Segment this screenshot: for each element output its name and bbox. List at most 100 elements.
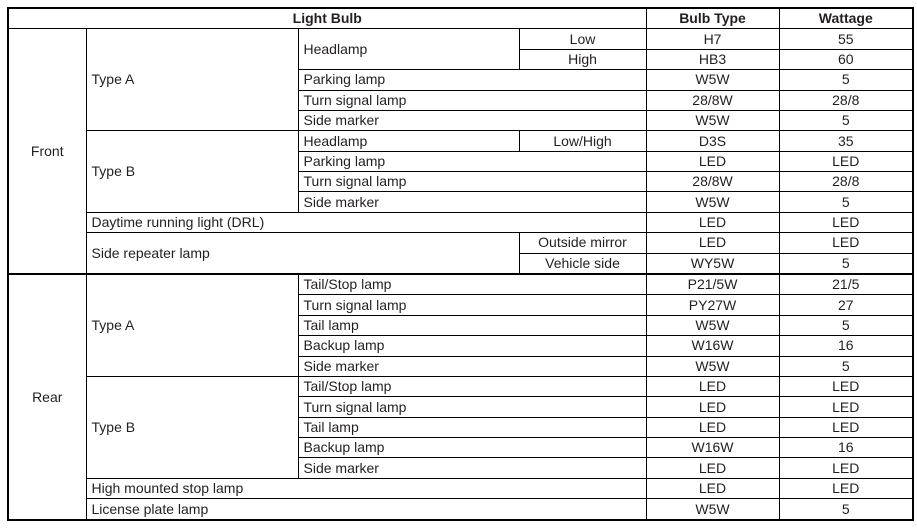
rear-type-b-cell: Type B	[85, 375, 299, 479]
bulb-type-cell: W5W	[645, 69, 780, 91]
header-wattage: Wattage	[778, 7, 914, 30]
wattage-cell: LED	[778, 457, 914, 479]
table-row: Side repeater lamp Outside mirror LED LE…	[8, 232, 914, 275]
lamp-name-cell: Side marker	[297, 191, 647, 213]
bulb-type-cell: W5W	[645, 109, 780, 132]
lamp-name-cell: Backup lamp	[297, 437, 647, 459]
bulb-type-cell: W5W	[645, 498, 780, 521]
bulb-type-cell: LED	[645, 477, 780, 500]
wattage-cell: 27	[778, 294, 914, 316]
bulb-type-cell: LED	[645, 396, 780, 418]
bulb-type-cell: WY5W	[645, 252, 780, 275]
lamp-name-cell: Side marker	[297, 457, 647, 479]
beam-cell: Low/High	[518, 130, 647, 152]
lamp-name-cell: Parking lamp	[297, 150, 647, 173]
wattage-cell: 28/8	[778, 89, 914, 111]
bulb-spec-table: Light Bulb Bulb Type Wattage Front Type …	[7, 7, 915, 521]
table-row: Parking lamp W5W 5	[8, 69, 914, 91]
lamp-name-cell: Turn signal lamp	[297, 171, 647, 193]
side-repeater-name-cell: Side repeater lamp	[85, 232, 520, 275]
table-row: High mounted stop lamp LED LED	[8, 477, 914, 500]
table-row: Parking lamp LED LED	[8, 150, 914, 173]
table-row: Turn signal lamp PY27W 27	[8, 294, 914, 316]
table-row: Side marker LED LED	[8, 457, 914, 479]
bulb-type-cell: LED	[645, 150, 780, 173]
bulb-type-cell: W5W	[645, 355, 780, 377]
table-header-row: Light Bulb Bulb Type Wattage	[7, 7, 914, 30]
bulb-type-cell: LED	[645, 375, 780, 398]
front-section-cell: Front	[7, 28, 87, 275]
bulb-type-cell: H7	[645, 28, 780, 50]
wattage-cell: LED	[778, 211, 914, 234]
rear-section-cell: Rear	[7, 273, 87, 521]
wattage-cell: 16	[778, 437, 914, 459]
front-type-b-headlamp-cell: Headlamp	[297, 130, 520, 152]
lamp-name-cell: Tail/Stop lamp	[297, 273, 647, 296]
bulb-type-cell: W16W	[645, 335, 780, 357]
table-row: Turn signal lamp 28/8W 28/8	[8, 89, 914, 111]
license-plate-name-cell: License plate lamp	[85, 498, 647, 521]
beam-cell: Low	[518, 28, 647, 50]
table-row: Side marker W5W 5	[8, 355, 914, 377]
lamp-name-cell: Tail/Stop lamp	[297, 375, 647, 398]
wattage-cell: 5	[778, 191, 914, 213]
wattage-cell: 21/5	[778, 273, 914, 296]
table-row: Side marker W5W 5	[8, 191, 914, 213]
wattage-cell: LED	[778, 477, 914, 500]
wattage-cell: LED	[778, 232, 914, 254]
wattage-cell: LED	[778, 375, 914, 398]
table-row: Side marker W5W 5	[8, 109, 914, 132]
position-cell: Outside mirror	[518, 232, 647, 254]
wattage-cell: 35	[778, 130, 914, 152]
wattage-cell: LED	[778, 150, 914, 173]
wattage-cell: 5	[778, 109, 914, 132]
bulb-type-cell: D3S	[645, 130, 780, 152]
table-row: Daytime running light (DRL) LED LED	[8, 211, 914, 234]
wattage-cell: 5	[778, 252, 914, 275]
bulb-type-cell: P21/5W	[645, 273, 780, 296]
lamp-name-cell: Backup lamp	[297, 335, 647, 357]
bulb-type-cell: W5W	[645, 314, 780, 337]
front-type-b-cell: Type B	[85, 130, 299, 213]
header-light-bulb: Light Bulb	[7, 7, 647, 30]
wattage-cell: 5	[778, 314, 914, 337]
wattage-cell: 60	[778, 48, 914, 71]
lamp-name-cell: Tail lamp	[297, 416, 647, 439]
table-row: Front Type A Headlamp Low H7 55	[7, 28, 914, 275]
table-row: Type B Tail/Stop lamp LED LED	[8, 375, 914, 479]
wattage-cell: 55	[778, 28, 914, 50]
wattage-cell: 28/8	[778, 171, 914, 193]
lamp-name-cell: Tail lamp	[297, 314, 647, 337]
bulb-type-cell: 28/8W	[645, 89, 780, 111]
drl-name-cell: Daytime running light (DRL)	[85, 211, 647, 234]
bulb-type-cell: W16W	[645, 437, 780, 459]
lamp-name-cell: Turn signal lamp	[297, 89, 647, 111]
bulb-type-cell: LED	[645, 211, 780, 234]
lamp-name-cell: Side marker	[297, 355, 647, 377]
position-cell: Vehicle side	[518, 252, 647, 275]
lamp-name-cell: Side marker	[297, 109, 647, 132]
lamp-name-cell: Turn signal lamp	[297, 294, 647, 316]
lamp-name-cell: Parking lamp	[297, 69, 647, 91]
table-row: Rear Type A Tail/Stop lamp P21/5W 21/5	[7, 273, 914, 521]
wattage-cell: 16	[778, 335, 914, 357]
bulb-type-cell: HB3	[645, 48, 780, 71]
wattage-cell: LED	[778, 416, 914, 439]
beam-cell: High	[518, 48, 647, 71]
front-type-a-headlamp-cell: Headlamp	[297, 28, 520, 71]
wattage-cell: 5	[778, 69, 914, 91]
table-row: License plate lamp W5W 5	[8, 498, 914, 521]
table-row: Tail lamp LED LED	[8, 416, 914, 439]
lamp-name-cell: Turn signal lamp	[297, 396, 647, 418]
bulb-type-cell: PY27W	[645, 294, 780, 316]
wattage-cell: 5	[778, 355, 914, 377]
wattage-cell: LED	[778, 396, 914, 418]
wattage-cell: 5	[778, 498, 914, 521]
bulb-type-cell: LED	[645, 457, 780, 479]
bulb-type-cell: W5W	[645, 191, 780, 213]
table-row: Backup lamp W16W 16	[8, 437, 914, 459]
rear-type-a-cell: Type A	[85, 273, 299, 377]
header-bulb-type: Bulb Type	[645, 7, 780, 30]
front-type-a-cell: Type A	[85, 28, 299, 132]
table-row: Type B Headlamp Low/High D3S 35	[8, 130, 914, 213]
